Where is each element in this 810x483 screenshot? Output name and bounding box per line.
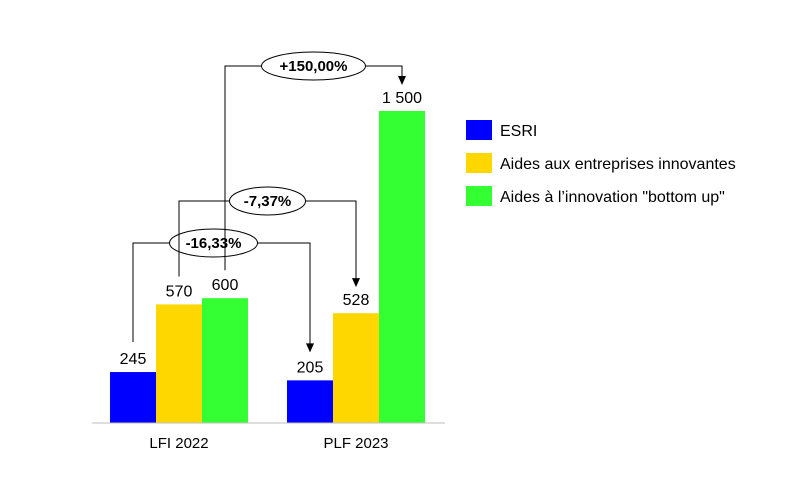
change-arrowhead-0 [306, 343, 314, 353]
change-label-0: -16,33% [186, 235, 242, 252]
legend-label-2: Aides à l’innovation "bottom up" [500, 189, 725, 206]
category-labels-group: LFI 2022 PLF 2023 [149, 435, 388, 452]
bar-s0-c1 [287, 380, 333, 423]
change-arrowhead-2 [398, 76, 406, 85]
bar-s0-c0 [110, 372, 156, 423]
value-label-s1-c0: 570 [166, 283, 193, 300]
change-label-2: +150,00% [280, 58, 348, 75]
change-bubble-0 [169, 228, 258, 258]
category-label-0: LFI 2022 [149, 435, 208, 452]
legend-swatch-2 [466, 186, 492, 206]
change-arrowhead-1 [352, 278, 360, 288]
category-label-1: PLF 2023 [323, 435, 388, 452]
bar-s2-c0 [202, 298, 248, 423]
bar-s2-c1 [379, 111, 425, 423]
change-annotations-group: -16,33% -7,37% +150,00% [132, 51, 406, 353]
value-label-s0-c0: 245 [120, 351, 147, 368]
value-label-s2-c1: 1 500 [382, 90, 422, 107]
change-bubble-2 [261, 51, 366, 81]
legend-swatch-1 [466, 153, 492, 173]
change-label-1: -7,37% [244, 193, 292, 210]
legend-label-0: ESRI [500, 123, 537, 140]
change-bubble-1 [229, 186, 306, 216]
bar-s1-c0 [156, 304, 202, 423]
bars-group [110, 111, 425, 423]
value-label-s1-c1: 528 [343, 292, 370, 309]
value-labels-group: 245 205 570 528 600 1 500 [120, 90, 422, 376]
value-label-s0-c1: 205 [297, 359, 324, 376]
bar-s1-c1 [333, 313, 379, 423]
legend-swatch-0 [466, 120, 492, 140]
legend: ESRI Aides aux entreprises innovantes Aide… [466, 120, 736, 206]
value-label-s2-c0: 600 [212, 277, 239, 294]
legend-label-1: Aides aux entreprises innovantes [500, 156, 736, 173]
